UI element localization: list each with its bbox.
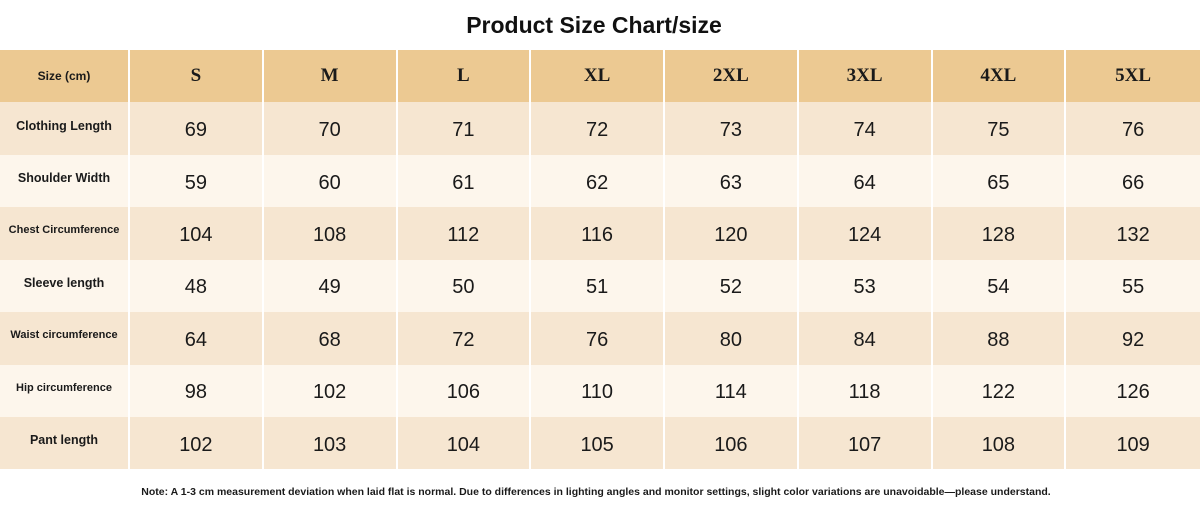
value-cell: 120	[665, 207, 799, 260]
header-size-cell: 4XL	[932, 50, 1067, 103]
table-row: Shoulder Width 59 60 61 62 63 64 65 66	[0, 154, 1200, 208]
value-cell: 105	[531, 416, 665, 470]
value-cell: 114	[665, 364, 799, 417]
table-row: Chest Circumference 104 108 112 116 120 …	[0, 207, 1200, 260]
value-cell: 109	[1066, 416, 1200, 470]
value-cell: 110	[531, 364, 665, 417]
value-cell: 118	[798, 364, 933, 417]
row-label-cell: Hip circumference	[0, 364, 130, 417]
table-row: Sleeve length 48 49 50 51 52 53 54 55	[0, 259, 1200, 313]
value-cell: 72	[531, 102, 665, 155]
value-cell: 48	[130, 259, 264, 313]
header-label-cell: Size (cm)	[0, 50, 130, 103]
row-label-cell: Shoulder Width	[0, 154, 130, 208]
value-cell: 61	[397, 154, 532, 208]
value-cell: 112	[397, 207, 532, 260]
value-cell: 122	[932, 364, 1067, 417]
value-cell: 49	[263, 259, 398, 313]
page-title: Product Size Chart/size	[466, 12, 722, 38]
row-label-cell: Waist circumference	[0, 312, 130, 365]
header-size-cell: L	[397, 50, 532, 103]
value-cell: 60	[263, 154, 398, 208]
value-cell: 73	[665, 102, 799, 155]
value-cell: 51	[531, 259, 665, 313]
value-cell: 126	[1066, 364, 1200, 417]
value-cell: 59	[130, 154, 264, 208]
value-cell: 63	[665, 154, 799, 208]
header-size-cell: M	[263, 50, 398, 103]
value-cell: 50	[397, 259, 532, 313]
value-cell: 53	[798, 259, 933, 313]
value-cell: 54	[932, 259, 1067, 313]
value-cell: 106	[665, 416, 799, 470]
value-cell: 124	[798, 207, 933, 260]
value-cell: 103	[263, 416, 398, 470]
value-cell: 65	[932, 154, 1067, 208]
value-cell: 102	[263, 364, 398, 417]
value-cell: 76	[1066, 102, 1200, 155]
value-cell: 62	[531, 154, 665, 208]
table-row: Waist circumference 64 68 72 76 80 84 88…	[0, 312, 1200, 365]
value-cell: 74	[798, 102, 933, 155]
value-cell: 84	[798, 312, 933, 365]
row-label-cell: Chest Circumference	[0, 207, 130, 260]
value-cell: 92	[1066, 312, 1200, 365]
row-label-cell: Sleeve length	[0, 259, 130, 313]
value-cell: 106	[397, 364, 532, 417]
value-cell: 76	[531, 312, 665, 365]
header-size-cell: 2XL	[665, 50, 799, 103]
row-label-cell: Pant length	[0, 416, 130, 470]
value-cell: 64	[798, 154, 933, 208]
value-cell: 69	[130, 102, 264, 155]
table-row: Clothing Length 69 70 71 72 73 74 75 76	[0, 102, 1200, 155]
header-size-cell: S	[130, 50, 264, 103]
value-cell: 108	[932, 416, 1067, 470]
value-cell: 75	[932, 102, 1067, 155]
value-cell: 64	[130, 312, 264, 365]
value-cell: 71	[397, 102, 532, 155]
table-row: Pant length 102 103 104 105 106 107 108 …	[0, 416, 1200, 470]
value-cell: 104	[397, 416, 532, 470]
row-label-cell: Clothing Length	[0, 102, 130, 155]
value-cell: 102	[130, 416, 264, 470]
value-cell: 52	[665, 259, 799, 313]
value-cell: 80	[665, 312, 799, 365]
value-cell: 72	[397, 312, 532, 365]
value-cell: 107	[798, 416, 933, 470]
value-cell: 98	[130, 364, 264, 417]
value-cell: 68	[263, 312, 398, 365]
value-cell: 104	[130, 207, 264, 260]
header-size-cell: XL	[531, 50, 665, 103]
value-cell: 108	[263, 207, 398, 260]
value-cell: 55	[1066, 259, 1200, 313]
table-header-row: Size (cm) S M L XL 2XL 3XL 4XL 5XL	[0, 50, 1200, 103]
footnote: Note: A 1-3 cm measurement deviation whe…	[141, 486, 1051, 498]
size-chart-table: Size (cm) S M L XL 2XL 3XL 4XL 5XL Cloth…	[0, 50, 1200, 470]
value-cell: 70	[263, 102, 398, 155]
value-cell: 66	[1066, 154, 1200, 208]
header-size-cell: 3XL	[798, 50, 933, 103]
header-size-cell: 5XL	[1066, 50, 1200, 103]
value-cell: 88	[932, 312, 1067, 365]
value-cell: 116	[531, 207, 665, 260]
value-cell: 128	[932, 207, 1067, 260]
table-row: Hip circumference 98 102 106 110 114 118…	[0, 364, 1200, 417]
value-cell: 132	[1066, 207, 1200, 260]
